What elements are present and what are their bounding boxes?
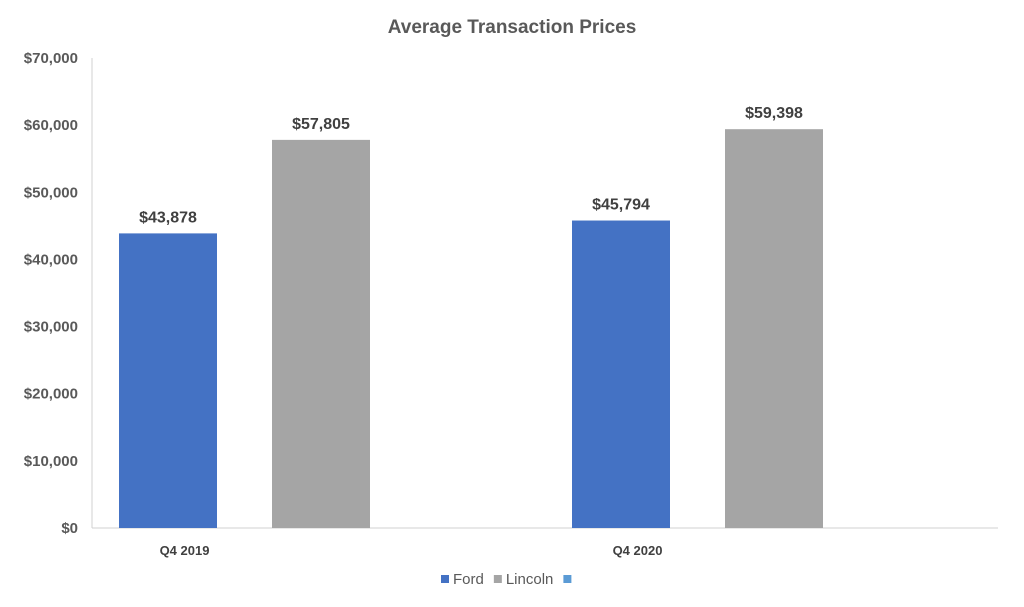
y-tick-label: $50,000 <box>24 184 78 201</box>
legend: Ford Lincoln <box>441 571 572 588</box>
data-label: $43,878 <box>139 209 197 226</box>
data-labels: $43,878 $57,805 $45,794 $59,398 <box>139 105 803 226</box>
bar <box>272 139 370 528</box>
x-axis: Q4 2019 Q4 2020 <box>92 527 998 558</box>
chart-title: Average Transaction Prices <box>388 17 637 38</box>
legend-swatch <box>441 575 449 583</box>
bar <box>119 233 217 528</box>
y-tick-label: $20,000 <box>24 386 78 403</box>
y-tick-label: $0 <box>61 520 78 537</box>
data-label: $59,398 <box>745 105 803 122</box>
bar <box>572 220 670 528</box>
data-label: $57,805 <box>292 116 350 133</box>
y-tick-label: $10,000 <box>24 453 78 470</box>
bars <box>119 129 823 528</box>
y-axis: $0 $10,000 $20,000 $30,000 $40,000 $50,000 $60… <box>24 50 93 537</box>
y-tick-label: $40,000 <box>24 251 78 268</box>
y-tick-label: $30,000 <box>24 319 78 336</box>
legend-swatch <box>493 575 502 583</box>
x-tick-label: Q4 2020 <box>613 543 663 558</box>
legend-label: Ford <box>453 571 484 588</box>
legend-swatch <box>563 575 572 583</box>
legend-label: Lincoln <box>506 571 554 588</box>
x-tick-label: Q4 2019 <box>160 543 210 558</box>
y-tick-label: $70,000 <box>24 50 78 67</box>
bar <box>725 129 823 528</box>
y-tick-label: $60,000 <box>24 117 78 134</box>
data-label: $45,794 <box>592 197 650 214</box>
